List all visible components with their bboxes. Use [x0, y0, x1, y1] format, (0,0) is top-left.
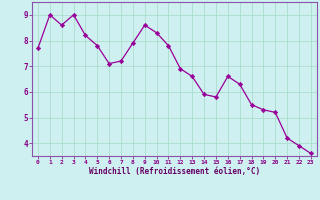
X-axis label: Windchill (Refroidissement éolien,°C): Windchill (Refroidissement éolien,°C) [89, 167, 260, 176]
